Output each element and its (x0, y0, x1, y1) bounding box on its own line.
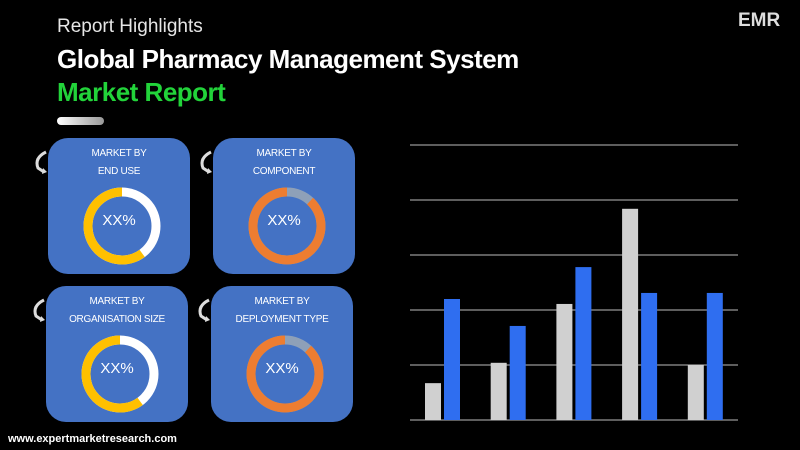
donut-chart (248, 187, 326, 265)
card-value: XX% (102, 212, 136, 229)
bar (687, 365, 704, 420)
market-card: MARKET BY COMPONENT XX% (213, 138, 355, 274)
bar (509, 325, 526, 420)
card-value: XX% (265, 360, 299, 377)
curved-arrow-icon (195, 298, 213, 324)
bar (556, 303, 573, 420)
bar (444, 299, 460, 420)
card-label: MARKET BY (89, 296, 145, 307)
decorative-pill (57, 117, 104, 125)
bar (622, 208, 639, 420)
bar (641, 292, 658, 420)
emr-logo: EMR (738, 10, 781, 31)
market-card: MARKET BY ORGANISATION SIZE XX% (46, 286, 188, 422)
card-label: MARKET BY (254, 296, 310, 307)
market-card: MARKET BY DEPLOYMENT TYPE XX% (211, 286, 353, 422)
report-title: Global Pharmacy Management System (57, 44, 519, 74)
bar (575, 267, 592, 420)
card-label: DEPLOYMENT TYPE (235, 314, 329, 325)
curved-arrow-icon (32, 150, 50, 176)
market-card: MARKET BY END USE XX% (48, 138, 190, 274)
card-label: COMPONENT (252, 166, 316, 177)
report-title-highlight: Market Report (57, 77, 226, 107)
donut-chart (83, 187, 161, 265)
donut-chart (246, 335, 324, 413)
curved-arrow-icon (30, 298, 48, 324)
card-label: ORGANISATION SIZE (69, 314, 165, 325)
card-label: END USE (97, 166, 141, 177)
curved-arrow-icon (197, 150, 215, 176)
donut-chart (81, 335, 159, 413)
bar-chart (410, 144, 738, 421)
card-value: XX% (267, 212, 301, 229)
bar (490, 362, 507, 420)
bar (425, 383, 441, 420)
card-value: XX% (100, 360, 134, 377)
bar (706, 292, 723, 420)
card-label: MARKET BY (91, 148, 147, 159)
report-subtitle: Report Highlights (57, 16, 203, 37)
website-url[interactable]: www.expertmarketresearch.com (8, 433, 177, 445)
card-label: MARKET BY (256, 148, 312, 159)
